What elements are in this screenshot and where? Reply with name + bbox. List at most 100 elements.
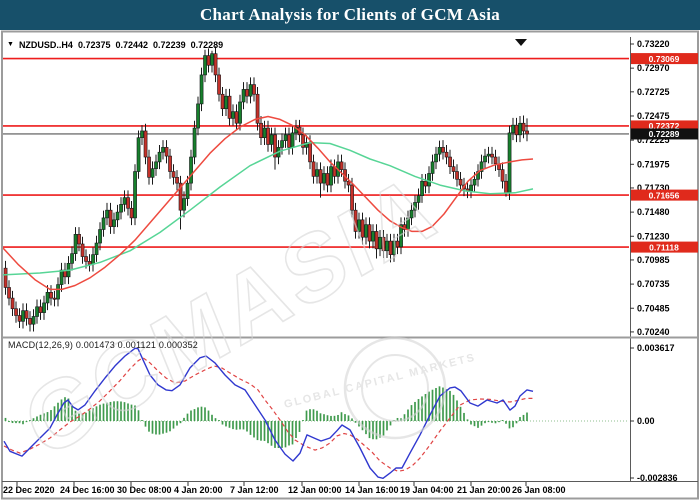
price-badge-label: 0.73069 <box>649 54 680 64</box>
candle-body <box>416 195 421 203</box>
title-text: Chart Analysis for Clients of GCM Asia <box>199 5 501 24</box>
ma-red-line <box>3 115 534 291</box>
candle-body <box>98 229 102 244</box>
time-tick-label: 12 Jan 00:00 <box>288 485 342 495</box>
candle-body <box>178 182 183 211</box>
candle-body <box>511 124 515 134</box>
candle-body <box>192 127 197 158</box>
candle-body <box>353 209 358 232</box>
macd-tick-label: 0.003617 <box>637 343 675 353</box>
candle-body <box>52 297 57 300</box>
price-pane[interactable] <box>2 46 630 332</box>
candle-body <box>479 161 484 172</box>
time-tick-label: 30 Dec 08:00 <box>117 485 172 495</box>
macd-values: 0.001473 0.001121 0.000352 <box>75 340 198 350</box>
candle-body <box>500 169 505 182</box>
price-badge <box>631 53 698 65</box>
candle-body <box>129 207 134 219</box>
candle-body <box>31 316 36 325</box>
chevron-down-icon[interactable]: ▼ <box>7 40 14 48</box>
candle-body <box>269 134 274 145</box>
candle-body <box>381 236 386 252</box>
candle-body <box>451 166 456 172</box>
candle-body <box>504 180 508 194</box>
time-tick-label: 24 Dec 16:00 <box>60 485 115 495</box>
price-tick-label: 0.72475 <box>637 111 670 121</box>
candle-body <box>262 127 267 139</box>
candle-body <box>273 134 277 158</box>
candle-body <box>248 84 253 97</box>
candle-body <box>287 134 291 148</box>
candle-body <box>259 122 263 139</box>
candle-body <box>304 142 309 148</box>
macd-axis[interactable]: 0.003617 0.00 -0.002836 <box>630 343 678 483</box>
candle-body <box>196 103 200 129</box>
candle-body <box>455 171 459 180</box>
candle-body <box>91 254 95 265</box>
candle-body <box>402 224 407 230</box>
candle-body <box>241 89 246 103</box>
time-tick-label: 21 Jan 20:00 <box>457 485 511 495</box>
candle-body <box>199 74 204 105</box>
candles-layer <box>3 46 529 332</box>
price-badge-label: 0.72372 <box>649 121 680 131</box>
candle-body <box>315 169 319 177</box>
candle-body <box>3 267 8 288</box>
candle-body <box>350 184 354 211</box>
time-tick-label: 26 Jan 08:00 <box>512 485 566 495</box>
price-badge <box>631 120 698 132</box>
candle-body <box>189 156 193 184</box>
title-banner: Chart Analysis for Clients of GCM Asia <box>0 0 700 30</box>
chart-shift-marker-icon[interactable] <box>515 39 527 46</box>
candle-body <box>357 219 361 232</box>
candle-body <box>164 147 169 157</box>
price-axis[interactable]: 0.73220 0.72970 0.72725 0.72475 0.72225 0.719… <box>630 39 698 337</box>
time-tick-label: 4 Jan 20:00 <box>174 485 223 495</box>
candle-body <box>280 140 284 148</box>
candle-body <box>385 240 389 252</box>
candle-body <box>101 217 106 230</box>
macd-tick-label: 0.00 <box>637 416 655 426</box>
macd-indicator-header: MACD(12,26,9) 0.001473 0.001121 0.000352 <box>8 340 198 350</box>
candle-body <box>238 101 242 124</box>
time-axis[interactable]: 22 Dec 2020 24 Dec 16:00 30 Dec 08:00 4 Jan… <box>3 482 566 495</box>
price-tick-label: 0.71975 <box>637 159 670 169</box>
macd-label: MACD(12,26,9) <box>8 340 74 350</box>
candle-body <box>437 147 442 155</box>
macd-histogram <box>4 386 528 449</box>
candle-body <box>427 173 431 187</box>
candle-body <box>399 224 403 248</box>
candle-body <box>374 231 379 250</box>
candle-body <box>318 169 323 184</box>
candle-body <box>367 224 372 242</box>
ohlc-close: 0.72289 <box>190 40 224 50</box>
candle-body <box>213 53 218 76</box>
price-tick-label: 0.71230 <box>637 231 670 241</box>
candle-body <box>311 161 316 177</box>
candle-body <box>122 197 127 205</box>
candle-body <box>234 111 239 124</box>
candle-body <box>42 302 46 313</box>
candle-body <box>301 134 305 148</box>
candle-body <box>49 292 53 299</box>
candle-body <box>458 178 463 186</box>
candle-body <box>521 122 526 132</box>
candle-body <box>283 134 288 141</box>
time-tick-label: 22 Dec 2020 <box>3 485 55 495</box>
candle-body <box>77 234 81 245</box>
price-badge <box>631 128 698 140</box>
macd-pane[interactable] <box>2 347 630 479</box>
price-tick-label: 0.70735 <box>637 279 670 289</box>
candle-body <box>290 132 295 148</box>
candle-body <box>7 287 11 299</box>
candle-body <box>168 155 172 172</box>
candle-body <box>210 53 214 66</box>
candle-body <box>441 147 445 153</box>
watermark-stamp-outer-circle <box>343 336 447 440</box>
candle-body <box>185 182 190 199</box>
price-badge-label: 0.72289 <box>649 129 680 139</box>
ohlc-high: 0.72442 <box>115 40 149 50</box>
candle-body <box>147 156 151 178</box>
